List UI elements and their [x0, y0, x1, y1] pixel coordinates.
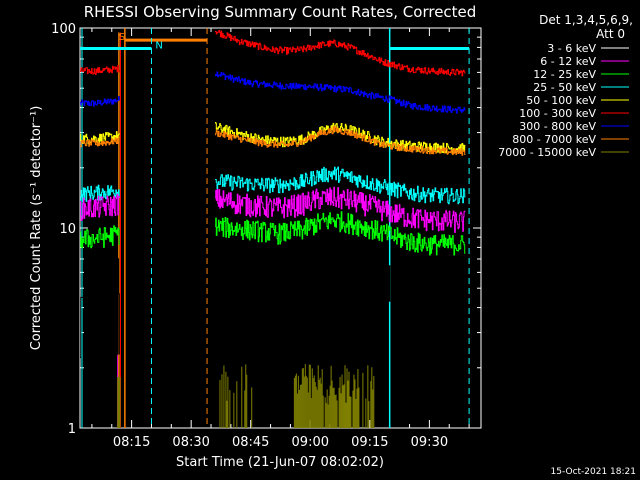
legend-entry: 6 - 12 keV: [540, 55, 629, 68]
series-line-3-6-kev: [215, 233, 466, 365]
legend-entry: 100 - 300 keV: [519, 107, 629, 120]
x-tick-label: 08:45: [232, 435, 269, 450]
legend-label: 6 - 12 keV: [540, 55, 596, 68]
legend-label: 50 - 100 keV: [526, 94, 596, 107]
footer-date: 15-Oct-2021 18:21: [551, 467, 636, 477]
y-tick-label: 1: [68, 422, 76, 437]
saa-label: S: [119, 32, 125, 43]
x-tick-label: 09:30: [411, 435, 448, 450]
legend-label: 300 - 800 keV: [519, 120, 596, 133]
legend-label: 12 - 25 keV: [533, 68, 596, 81]
legend-header-line-1: Det 1,3,4,5,6,9,: [539, 13, 633, 27]
x-tick-label: 08:15: [113, 435, 150, 450]
series-line-300-800-kev: [80, 96, 120, 107]
y-tick-label: 10: [59, 222, 76, 237]
night-label: N: [155, 41, 162, 52]
series-line-12-25-kev: [215, 211, 466, 256]
series-line-25-50-kev: [80, 184, 120, 202]
x-axis-label: Start Time (21-Jun-07 08:02:02): [176, 455, 384, 470]
night-flag: N: [80, 28, 470, 428]
legend-entry: 800 - 7000 keV: [512, 133, 629, 146]
legend-label: 3 - 6 keV: [547, 42, 596, 55]
chart-title: RHESSI Observing Summary Count Rates, Co…: [84, 3, 477, 21]
series-olive-bursts: [117, 364, 375, 428]
x-tick-label: 09:00: [292, 435, 329, 450]
series-line-100-300-kev: [80, 65, 120, 75]
series-lines: [80, 30, 466, 428]
legend-label: 7000 - 15000 keV: [498, 146, 596, 159]
series-line-100-300-kev: [215, 30, 466, 77]
legend-entry: 50 - 100 keV: [526, 94, 629, 107]
legend-label: 25 - 50 keV: [533, 81, 596, 94]
series-line-50-100-kev: [80, 131, 120, 145]
series-line-300-800-kev: [215, 71, 466, 114]
legend-header-line-2: Att 0: [596, 27, 625, 41]
series-line-800-7000-kev: [215, 126, 466, 156]
y-axis-ticks: 1 10 100: [51, 22, 481, 437]
x-axis-ticks: 08:15 08:30 08:45 09:00 09:15 09:30: [91, 28, 470, 450]
legend-entry: 7000 - 15000 keV: [498, 146, 629, 159]
legend-label: 800 - 7000 keV: [512, 133, 596, 146]
y-axis-label: Corrected Count Rate (s⁻¹ detector⁻¹): [29, 106, 44, 351]
legend-entry: 300 - 800 keV: [519, 120, 629, 133]
series-line-6-12-kev: [80, 193, 120, 221]
legend-entry: 3 - 6 keV: [547, 42, 629, 55]
series-line-25-50-kev: [215, 166, 466, 205]
legend-label: 100 - 300 keV: [519, 107, 596, 120]
legend-entry: 25 - 50 keV: [533, 81, 629, 94]
x-tick-label: 08:30: [172, 435, 209, 450]
y-tick-label: 100: [51, 22, 76, 37]
series-line-3-6-kev: [80, 258, 120, 359]
legend-entry: 12 - 25 keV: [533, 68, 629, 81]
series-line-12-25-kev: [80, 225, 120, 249]
series-line-800-7000-kev: [80, 136, 120, 148]
series-line-6-12-kev: [215, 186, 466, 233]
x-tick-label: 09:15: [351, 435, 388, 450]
